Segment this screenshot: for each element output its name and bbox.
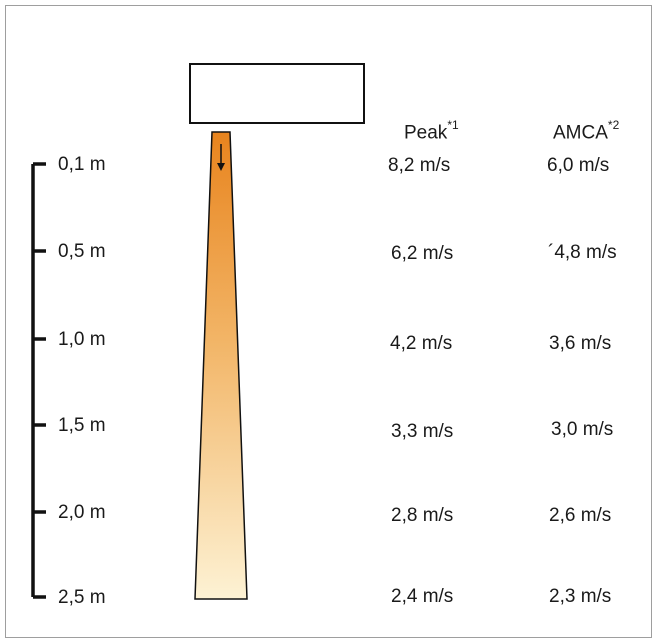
amca-velocity: ´4,8 m/s bbox=[548, 242, 617, 263]
distance-scale bbox=[31, 162, 46, 599]
distance-label: 1,5 m bbox=[58, 415, 106, 436]
distance-label: 2,5 m bbox=[58, 587, 106, 608]
amca-header: AMCA*2 bbox=[553, 118, 620, 144]
distance-label: 0,5 m bbox=[58, 241, 106, 262]
peak-velocity: 3,3 m/s bbox=[391, 421, 454, 442]
air-jet-cone bbox=[194, 131, 248, 600]
flow-arrow-icon bbox=[217, 144, 225, 171]
amca-velocity: 6,0 m/s bbox=[547, 155, 610, 176]
amca-velocity: 3,0 m/s bbox=[551, 419, 614, 440]
amca-velocity: 3,6 m/s bbox=[549, 333, 612, 354]
peak-velocity: 6,2 m/s bbox=[391, 243, 454, 264]
distance-label: 1,0 m bbox=[58, 329, 106, 350]
peak-header: Peak*1 bbox=[404, 118, 459, 144]
amca-velocity: 2,3 m/s bbox=[549, 586, 612, 607]
distance-label: 0,1 m bbox=[58, 154, 106, 175]
peak-velocity: 2,8 m/s bbox=[391, 505, 454, 526]
peak-velocity: 2,4 m/s bbox=[391, 586, 454, 607]
air-curtain-unit bbox=[189, 63, 365, 124]
peak-velocity: 8,2 m/s bbox=[388, 155, 451, 176]
peak-velocity: 4,2 m/s bbox=[390, 333, 453, 354]
distance-label: 2,0 m bbox=[58, 502, 106, 523]
amca-velocity: 2,6 m/s bbox=[549, 505, 612, 526]
